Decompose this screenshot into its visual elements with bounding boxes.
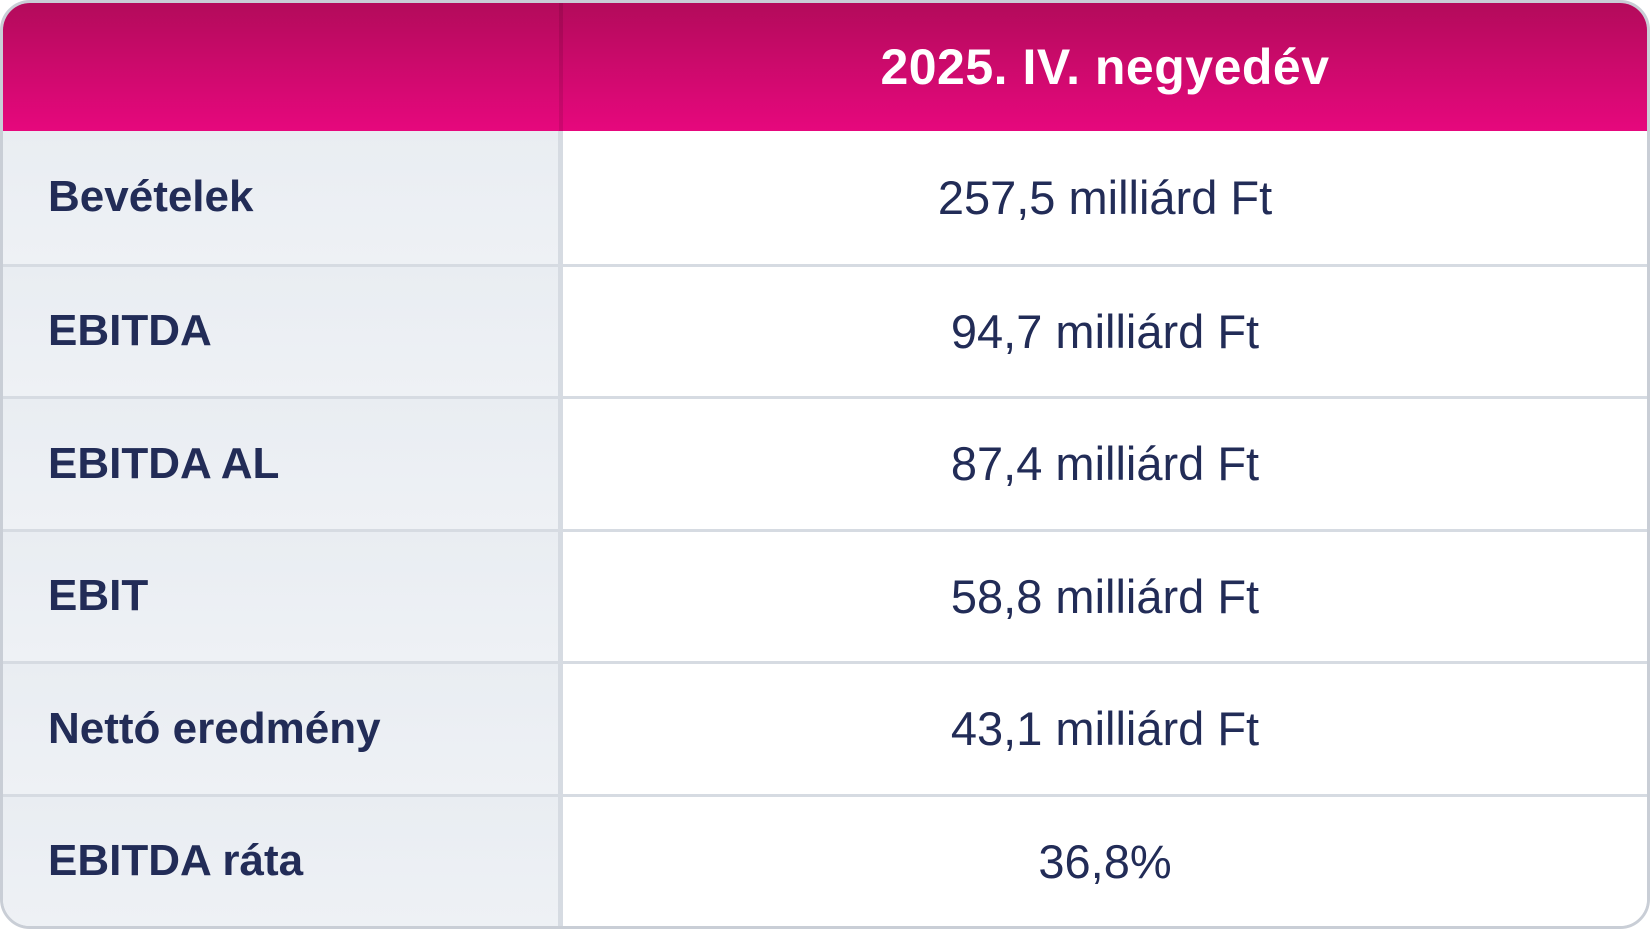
metric-label: EBIT: [48, 571, 149, 621]
metric-value: 257,5 milliárd Ft: [937, 170, 1273, 224]
metric-label: Nettó eredmény: [48, 703, 381, 753]
table-row-label-ebitda: EBITDA: [3, 263, 563, 396]
table-row-label-ebit: EBIT: [3, 528, 563, 661]
metric-value: 58,8 milliárd Ft: [950, 569, 1260, 623]
table-row-value-ebitda: 94,7 milliárd Ft: [563, 263, 1647, 396]
table-row-value-ebitda-al: 87,4 milliárd Ft: [563, 396, 1647, 529]
table-row-value-net-income: 43,1 milliárd Ft: [563, 661, 1647, 794]
table-row-label-ebitda-rate: EBITDA ráta: [3, 793, 563, 926]
table-grid: 2025. IV. negyedév Bevételek 257,5 milli…: [3, 3, 1647, 926]
table-row-value-ebit: 58,8 milliárd Ft: [563, 528, 1647, 661]
table-row-value-ebitda-rate: 36,8%: [563, 793, 1647, 926]
metric-value: 43,1 milliárd Ft: [950, 702, 1260, 756]
header-quarter-cell: 2025. IV. negyedév: [563, 3, 1647, 131]
metric-label: EBITDA ráta: [48, 836, 304, 886]
metric-label: EBITDA AL: [48, 438, 280, 488]
metric-value: 87,4 milliárd Ft: [950, 437, 1260, 491]
metric-label: Bevételek: [48, 172, 254, 222]
table-row-label-ebitda-al: EBITDA AL: [3, 396, 563, 529]
table-row-label-net-income: Nettó eredmény: [3, 661, 563, 794]
quarter-title: 2025. IV. negyedév: [880, 39, 1330, 95]
metric-value: 94,7 milliárd Ft: [950, 304, 1260, 358]
metric-label: EBITDA: [48, 306, 212, 356]
table-row-value-revenues: 257,5 milliárd Ft: [563, 131, 1647, 264]
metric-value: 36,8%: [1038, 834, 1172, 888]
table-row-label-revenues: Bevételek: [3, 131, 563, 264]
header-spacer-cell: [3, 3, 563, 131]
